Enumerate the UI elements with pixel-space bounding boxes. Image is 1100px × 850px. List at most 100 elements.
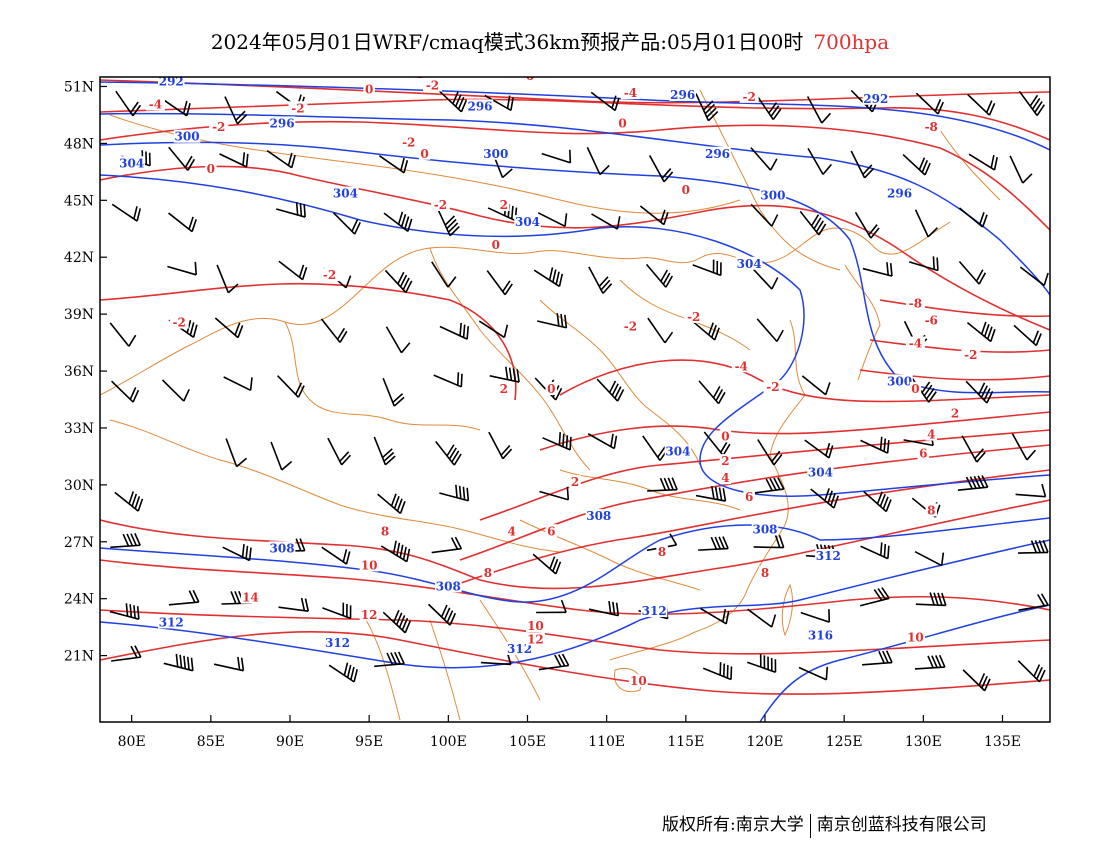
wind-barb xyxy=(385,326,411,354)
height-contour-label-bg xyxy=(118,156,145,170)
isotherm-label: 10 xyxy=(630,674,647,688)
lon-tick-label: 85E xyxy=(197,734,225,750)
wind-barb xyxy=(648,155,674,183)
wind-barb xyxy=(695,93,719,122)
isotherm-label: -2 xyxy=(964,348,977,362)
isotherm-label-bg xyxy=(909,382,922,396)
wind-barb xyxy=(753,477,785,494)
wind-barb xyxy=(439,484,470,502)
lon-tick-label: 115E xyxy=(667,734,704,750)
isotherm-label-bg xyxy=(905,630,925,644)
wind-barb xyxy=(115,90,142,117)
wind-barb xyxy=(860,436,890,454)
isotherm-label-bg xyxy=(498,382,510,396)
lon-tick-label: 120E xyxy=(747,734,784,750)
isotherm-label: 0 xyxy=(492,238,500,252)
wind-barb xyxy=(959,207,988,228)
wind-barb xyxy=(798,666,829,681)
isotherm-label-bg xyxy=(743,490,755,504)
wind-barb xyxy=(541,149,572,164)
isotherm-label-bg xyxy=(961,347,981,361)
wind-barb xyxy=(332,212,361,235)
wind-barb xyxy=(957,475,989,491)
height-label-layer: 292 296 300 304 304 300 296 296 292 296 300 296 304 3… xyxy=(118,75,913,656)
wind-barb xyxy=(587,433,618,450)
isotherm-label-bg xyxy=(525,632,545,646)
height-contour-label: 308 xyxy=(436,579,461,593)
wind-barb xyxy=(378,155,409,174)
wind-barb xyxy=(591,213,621,230)
lon-tick-label: 80E xyxy=(118,734,146,750)
lat-tick-label: 36N xyxy=(64,364,94,380)
lat-tick-label: 27N xyxy=(64,535,94,551)
isotherm-0 xyxy=(100,165,1050,331)
isotherm-label-bg xyxy=(545,382,557,396)
isotherm-label: 6 xyxy=(547,524,555,538)
height-contour-label: 316 xyxy=(808,629,833,643)
isotherm-label: 12 xyxy=(361,608,378,622)
contour-308 xyxy=(100,517,1050,603)
isotherm-m8 xyxy=(879,299,1050,318)
wind-barb xyxy=(435,440,462,466)
wind-barb xyxy=(647,317,674,344)
wind-barb xyxy=(536,599,567,614)
isotherm-label-bg xyxy=(407,77,427,81)
wind-barb xyxy=(860,542,890,560)
isotherm-label: -2 xyxy=(434,198,447,212)
isotherm-label-bg xyxy=(763,380,783,394)
map-title: 2024年05月01日WRF/cmaq模式36km预报产品:05月01日00时 7… xyxy=(0,26,1100,55)
wind-barb xyxy=(484,94,514,112)
wind-barb xyxy=(691,319,720,341)
wind-barb xyxy=(439,322,470,340)
isotherm-label: -8 xyxy=(909,297,922,311)
wind-barb xyxy=(586,147,610,176)
height-contour-label-bg xyxy=(268,541,296,555)
lat-tick-label: 39N xyxy=(64,307,94,323)
credit-separator xyxy=(809,813,811,838)
isotherm-label-bg xyxy=(145,97,165,111)
wind-barb xyxy=(914,209,938,238)
northeast xyxy=(699,89,1001,271)
wind-barb xyxy=(222,544,252,562)
wind-barb xyxy=(225,438,248,468)
isotherm-label: 0 xyxy=(911,382,919,396)
isotherm-10 xyxy=(100,559,1050,615)
isotherm-label: 8 xyxy=(484,566,492,580)
isotherm-label: -4 xyxy=(410,67,423,81)
isotherm-label-bg xyxy=(719,454,732,468)
height-contour-label: 312 xyxy=(507,642,532,656)
lon-tick-label: 135E xyxy=(984,734,1021,750)
wind-barb xyxy=(213,656,245,672)
isotherm-8 xyxy=(100,499,1050,590)
height-contour-label-bg xyxy=(466,99,494,113)
isotherm-label: -2 xyxy=(212,120,225,134)
wind-barb xyxy=(968,153,998,171)
lat-tick-label: 48N xyxy=(64,136,94,152)
isotherm-label-bg xyxy=(925,427,937,441)
lat-tick-label: 42N xyxy=(64,250,94,266)
lat-tick-label: 33N xyxy=(64,421,94,437)
wind-barb xyxy=(914,654,946,670)
height-contour-label: 312 xyxy=(325,636,350,650)
wind-barb xyxy=(756,318,784,343)
wind-barb xyxy=(542,432,572,451)
height-contour-label-bg xyxy=(704,146,731,160)
height-contour-label: 296 xyxy=(705,147,730,161)
wind-barb xyxy=(537,212,568,228)
wind-barb xyxy=(111,380,140,403)
wind-barb xyxy=(436,208,460,237)
isotherm-label-bg xyxy=(620,319,640,333)
lon-tick-label: 110E xyxy=(588,734,625,750)
isotherm-label: -4 xyxy=(149,97,162,111)
wind-barb xyxy=(383,211,413,232)
height-contour-label-bg xyxy=(751,522,779,536)
wind-barb xyxy=(1017,660,1046,683)
height-contour-label: 292 xyxy=(159,75,184,89)
lat-tick-label: 21N xyxy=(64,649,94,665)
wind-barb xyxy=(750,203,779,227)
isotherm-label: 2 xyxy=(951,407,959,421)
wind-barb xyxy=(914,550,945,567)
isotherm-label-bg xyxy=(949,406,961,420)
isotherm-label-bg xyxy=(616,116,629,130)
wind-barb xyxy=(854,211,880,239)
